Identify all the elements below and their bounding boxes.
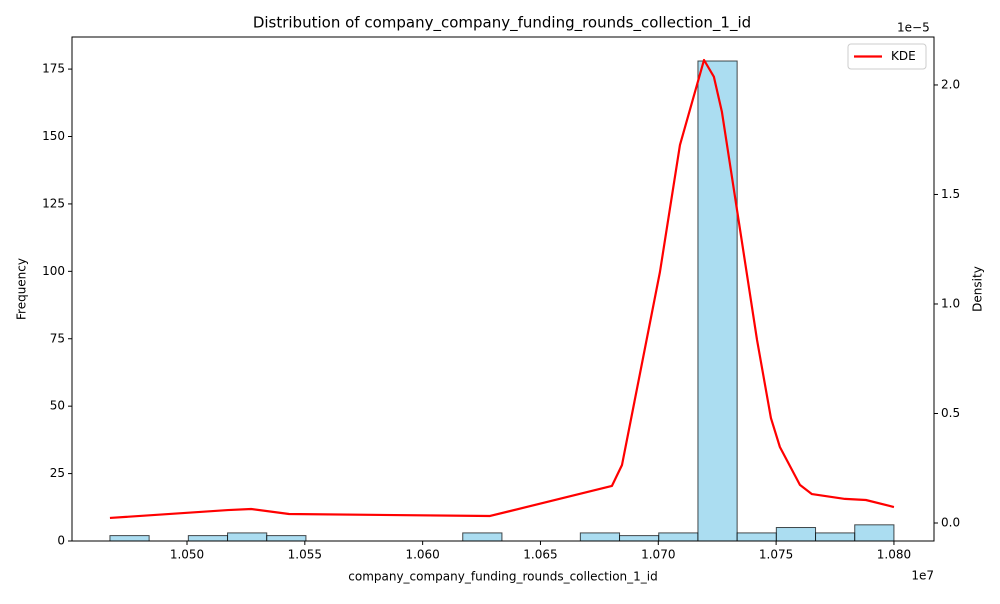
x-tick-label: 1.050 xyxy=(170,548,204,562)
x-tick-label: 1.070 xyxy=(641,548,675,562)
y2-tick-label: 1.5 xyxy=(941,187,960,201)
histogram-bar xyxy=(619,535,660,542)
legend-label: KDE xyxy=(891,49,916,63)
x-tick-label: 1.060 xyxy=(405,548,439,562)
histogram-bar xyxy=(697,60,738,542)
x-tick-label: 1.065 xyxy=(523,548,557,562)
histogram-bar xyxy=(854,524,895,542)
histogram-bar xyxy=(187,535,229,542)
x-tick-label: 1.075 xyxy=(759,548,793,562)
histogram-bar xyxy=(579,532,621,542)
y-axis-label: Frequency xyxy=(15,258,29,320)
y-tick-label: 125 xyxy=(42,196,65,210)
legend-box xyxy=(847,43,927,70)
y2-offset-label: 1e−5 xyxy=(897,21,930,35)
y-tick-label: 150 xyxy=(42,129,65,143)
histogram-bar xyxy=(109,535,150,542)
x-offset-label: 1e7 xyxy=(911,569,934,583)
y-tick-label: 75 xyxy=(50,331,65,345)
histogram-bar xyxy=(775,527,817,542)
y2-tick-label: 1.0 xyxy=(941,296,960,310)
x-tick-label: 1.055 xyxy=(288,548,322,562)
histogram-bar xyxy=(658,532,699,542)
x-axis-label: company_company_funding_rounds_collectio… xyxy=(348,570,657,584)
y2-tick-label: 0.5 xyxy=(941,406,960,420)
histogram-bar xyxy=(227,532,268,542)
y2-tick-label: 0.0 xyxy=(941,515,960,529)
chart-title: Distribution of company_company_funding_… xyxy=(253,14,751,33)
y-tick-label: 175 xyxy=(42,62,65,76)
kde-line xyxy=(109,58,895,520)
y2-axis-label: Density xyxy=(971,266,985,312)
y-tick-label: 25 xyxy=(50,466,65,480)
histogram-bar xyxy=(266,535,307,542)
histogram-bar xyxy=(815,532,856,542)
y-tick-label: 100 xyxy=(42,264,65,278)
plot-frame xyxy=(71,36,935,542)
y-tick-label: 50 xyxy=(50,399,65,413)
y2-tick-label: 2.0 xyxy=(941,77,960,91)
x-tick-label: 1.080 xyxy=(877,548,911,562)
y-tick-label: 0 xyxy=(57,534,65,548)
histogram-bar xyxy=(736,532,777,542)
histogram-bar xyxy=(462,532,503,542)
